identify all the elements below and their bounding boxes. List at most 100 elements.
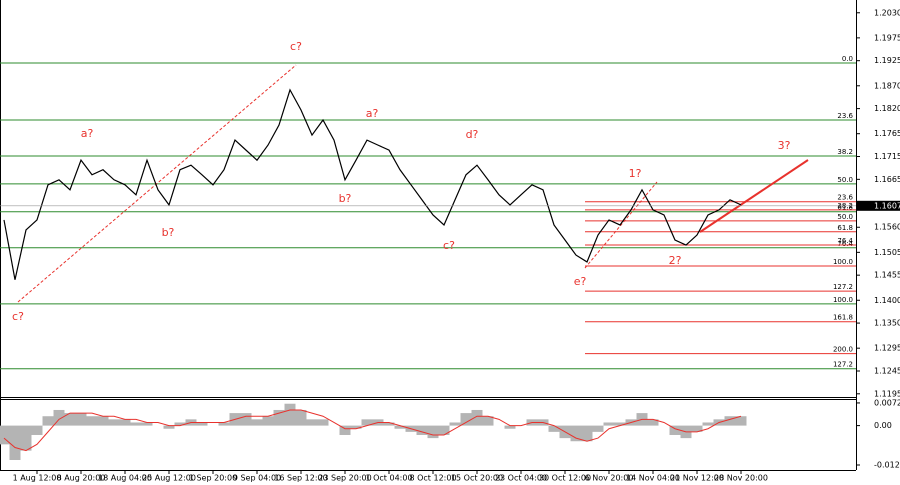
histogram-bar — [438, 425, 450, 435]
x-tick-label: 6 Nov 20:00 — [585, 474, 634, 483]
histogram-bar — [251, 419, 263, 426]
histogram-bar — [218, 422, 230, 426]
histogram-bar — [504, 425, 516, 429]
fibo-label: 200.0 — [833, 346, 853, 354]
wave-label: b? — [339, 192, 352, 205]
indicator-y-tick-label: 0.00 — [874, 421, 892, 430]
x-tick-label: 25 Aug 12:00 — [142, 474, 196, 483]
indicator-y-tick-label: -0.0126 — [874, 460, 900, 469]
y-tick-label: 1.1870 — [874, 81, 900, 90]
histogram-bar — [317, 419, 329, 426]
x-tick-label: 16 Sep 12:00 — [274, 474, 327, 483]
trend-dashed — [17, 64, 297, 303]
x-tick-label: 15 Oct 20:00 — [451, 474, 503, 483]
histogram-bar — [350, 425, 362, 429]
fibo-label: 61.8 — [837, 204, 853, 212]
histogram-bar — [196, 422, 208, 426]
y-tick-label: 1.1820 — [874, 104, 900, 113]
y-tick-label: 1.1665 — [874, 175, 900, 184]
x-tick-label: 9 Sep 04:00 — [233, 474, 281, 483]
histogram-bar — [31, 425, 43, 435]
histogram-bar — [295, 409, 307, 426]
y-tick-label: 1.1505 — [874, 248, 900, 257]
price-line — [3, 88, 742, 280]
histogram-bar — [383, 422, 395, 426]
histogram-bar — [603, 422, 615, 426]
histogram-bar — [394, 425, 406, 429]
wave-label: a? — [81, 127, 94, 140]
histogram-bar — [702, 422, 714, 426]
histogram-bar — [108, 419, 120, 426]
signal-line — [3, 409, 742, 452]
histogram-bar — [240, 413, 252, 426]
histogram-bar — [735, 416, 747, 426]
histogram-bar — [42, 416, 54, 426]
wave-label: 1? — [629, 167, 642, 180]
wave-label: c? — [443, 239, 455, 252]
histogram-bar — [284, 403, 296, 426]
histogram-bar — [460, 413, 472, 426]
current-price-label: 1.1607 — [874, 201, 900, 210]
fibo-label: 76.4 — [837, 240, 853, 248]
fibo-label: 127.2 — [833, 361, 853, 369]
y-tick-label: 1.2030 — [874, 8, 900, 17]
wave-label: c? — [12, 310, 24, 323]
wave-label: b? — [162, 226, 175, 239]
histogram-bar — [273, 409, 285, 426]
fibo-label: 127.2 — [833, 283, 853, 291]
y-tick-label: 1.1195 — [874, 389, 900, 398]
fibo-label: 38.2 — [837, 148, 853, 156]
histogram-bar — [262, 416, 274, 426]
histogram-bar — [724, 416, 736, 426]
fibo-label: 23.6 — [837, 194, 853, 202]
y-tick-label: 1.1350 — [874, 319, 900, 328]
histogram-bar — [119, 419, 131, 426]
x-tick-label: 8 Aug 20:00 — [57, 474, 106, 483]
fibo-label: 100.0 — [833, 258, 853, 266]
y-tick-label: 1.1245 — [874, 366, 900, 375]
fibo-label: 61.8 — [837, 224, 853, 232]
histogram-bar — [669, 425, 681, 435]
x-tick-label: 1 Sep 20:00 — [189, 474, 237, 483]
fibonacci-layer: 0.023.638.250.061.876.4100.0127.223.638.… — [0, 55, 856, 370]
wave-label: c? — [290, 40, 302, 53]
histogram-bar — [416, 425, 428, 435]
histogram-bar — [647, 419, 659, 426]
histogram-bar — [614, 422, 626, 426]
x-tick-label: 18 Aug 04:00 — [98, 474, 152, 483]
fibo-label: 50.0 — [837, 176, 853, 184]
trend-dashed — [584, 181, 658, 269]
x-tick-label: 1 Oct 04:00 — [365, 474, 412, 483]
trend-line — [699, 159, 809, 233]
histogram-bar — [86, 416, 98, 426]
x-tick-label: 28 Nov 20:00 — [714, 474, 768, 483]
fibo-label: 0.0 — [842, 55, 853, 63]
histogram-bar — [592, 425, 604, 432]
histogram-bar — [20, 425, 32, 451]
histogram-bar — [339, 425, 351, 435]
x-tick-label: 1 Aug 12:00 — [13, 474, 62, 483]
x-tick-label: 14 Nov 04:00 — [626, 474, 680, 483]
histogram-bar — [9, 425, 21, 460]
fibo-label: 161.8 — [833, 314, 853, 322]
x-tick-label: 23 Sep 20:00 — [318, 474, 371, 483]
histogram-bar — [75, 413, 87, 426]
wave-label: e? — [574, 275, 587, 288]
histogram-bar — [130, 422, 142, 426]
histogram-bar — [691, 425, 703, 432]
histogram-bar — [53, 409, 65, 426]
x-tick-label: 23 Oct 04:00 — [495, 474, 547, 483]
histogram-bar — [163, 425, 175, 429]
histogram-bar — [482, 416, 494, 426]
histogram-bar — [141, 422, 153, 426]
y-tick-label: 1.1975 — [874, 33, 900, 42]
fibo-label: 76.4 — [837, 237, 853, 245]
fibo-label: 100.0 — [833, 296, 853, 304]
histogram-bar — [581, 425, 593, 442]
histogram-bar — [361, 419, 373, 426]
wave-label: 2? — [669, 254, 682, 267]
wave-label: d? — [466, 128, 479, 141]
y-tick-label: 1.1765 — [874, 129, 900, 138]
